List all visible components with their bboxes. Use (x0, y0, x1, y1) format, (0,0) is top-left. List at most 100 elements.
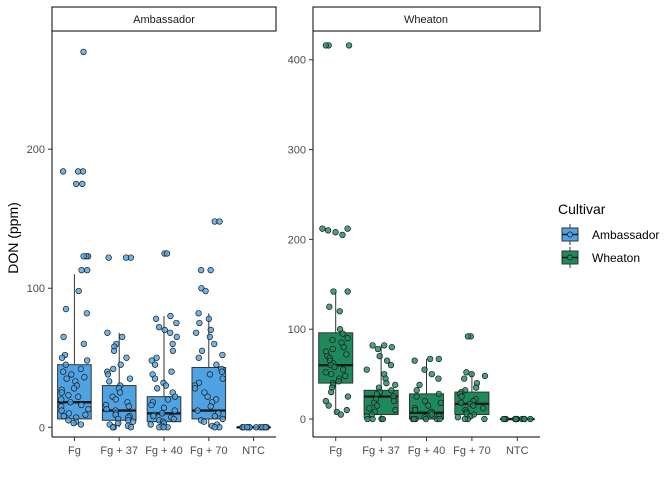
point-ambassador-fg-37 (116, 389, 124, 396)
point-ambassador-fg-70 (204, 393, 211, 400)
point-ambassador-fg-70 (219, 351, 226, 359)
point-ambassador-fg-40 (158, 410, 166, 417)
panel-wheaton: Wheaton 0 100 200 300 400 Fg Fg + 37 Fg + 40 Fg… (288, 6, 541, 457)
point-ambassador-fg-70 (206, 371, 214, 378)
point-wheaton-fg-40 (425, 402, 432, 409)
point-wheaton-fg (339, 366, 347, 373)
point-ambassador-fg-40 (154, 385, 161, 392)
point-ambassador-fg (58, 389, 65, 396)
point-wheaton-fg-40 (426, 355, 434, 363)
point-wheaton-fg-70 (468, 370, 475, 378)
points-wheaton-fg-40 (409, 355, 445, 423)
points-ambassador-fg-40 (147, 250, 180, 431)
point-ambassador-fg (80, 253, 87, 260)
point-ambassador-fg-70 (200, 418, 208, 425)
point-ambassador-fg-40 (171, 393, 179, 400)
point-wheaton-fg-37 (387, 361, 395, 369)
strip-wheaton (312, 6, 541, 32)
point-ambassador-fg-70 (198, 347, 206, 354)
point-ambassador-fg (58, 396, 65, 403)
point-ambassador-fg-37 (117, 361, 124, 368)
point-wheaton-fg (336, 326, 344, 333)
point-wheaton-fg (339, 330, 346, 337)
point-wheaton-fg (342, 372, 349, 380)
point-ambassador-fg (62, 361, 69, 368)
point-wheaton-fg-70 (461, 375, 468, 382)
y-tick-label-wheaton-0: 0 (300, 414, 306, 426)
point-ambassador-fg-37 (109, 424, 117, 431)
point-wheaton-fg-37 (388, 387, 395, 394)
point-wheaton-fg-40 (421, 397, 429, 405)
points-ambassador-ntc (239, 424, 270, 431)
point-ambassador-fg-37 (119, 333, 126, 341)
point-ambassador-fg-70 (202, 287, 209, 295)
points-wheaton-fg (319, 42, 353, 418)
point-wheaton-fg-37 (379, 415, 387, 423)
point-ambassador-fg-70 (213, 361, 220, 368)
point-wheaton-fg-37 (392, 406, 399, 414)
y-tick-label-ambassador-100: 100 (27, 283, 45, 295)
point-ambassador-fg-40 (153, 354, 160, 361)
point-ambassador-fg-40 (173, 319, 180, 327)
point-ambassador-fg-37 (127, 424, 135, 431)
point-ambassador-fg (67, 399, 74, 406)
point-wheaton-fg-70 (461, 415, 469, 423)
point-ambassador-fg-40 (147, 421, 154, 428)
y-tick-label-ambassador-200: 200 (27, 144, 45, 156)
x-tick-label-ambassador-fg-40: Fg + 40 (145, 445, 183, 457)
point-ambassador-fg-70 (218, 368, 226, 375)
x-tick-label-wheaton-ntc: NTC (506, 445, 529, 457)
point-wheaton-fg-37 (369, 342, 376, 349)
point-ambassador-fg (60, 412, 67, 420)
point-ambassador-fg-40 (148, 401, 155, 409)
point-ambassador-fg (84, 267, 91, 274)
point-ambassador-fg-70 (211, 340, 218, 347)
point-wheaton-fg (344, 288, 351, 295)
point-ambassador-fg (73, 180, 80, 188)
point-ambassador-fg (83, 357, 91, 364)
point-wheaton-fg-37 (383, 357, 391, 364)
point-ambassador-fg (78, 401, 85, 409)
point-wheaton-ntc (527, 415, 534, 423)
x-tick-label-ambassador-fg-37: Fg + 37 (100, 445, 138, 457)
point-ambassador-fg (83, 310, 90, 317)
point-wheaton-fg (344, 335, 351, 342)
point-ambassador-fg-37 (129, 418, 137, 425)
point-wheaton-fg-37 (392, 381, 399, 389)
point-ambassador-fg (65, 417, 72, 424)
point-wheaton-fg-40 (435, 390, 442, 398)
point-ambassador-fg-70 (196, 319, 203, 327)
point-ambassador-fg (80, 48, 87, 56)
point-wheaton-fg-37 (363, 366, 370, 373)
point-ambassador-fg-37 (106, 378, 113, 385)
point-ambassador-fg (78, 267, 85, 274)
strip-ambassador (51, 6, 277, 32)
point-wheaton-fg-37 (374, 345, 382, 353)
point-ambassador-fg-70 (194, 407, 201, 414)
y-axis-title: DON (ppm) (5, 202, 21, 274)
point-wheaton-fg (343, 406, 350, 414)
legend-title: Cultivar (558, 201, 606, 217)
point-wheaton-fg (331, 363, 338, 371)
point-wheaton-fg-37 (373, 390, 380, 398)
point-ambassador-fg (59, 168, 67, 175)
point-wheaton-fg-70 (454, 414, 462, 421)
point-ambassador-fg (70, 419, 77, 427)
point-wheaton-fg (322, 42, 329, 49)
point-ambassador-fg (77, 365, 85, 373)
point-ambassador-fg (75, 287, 82, 295)
point-wheaton-fg-70 (472, 384, 480, 391)
point-wheaton-fg-37 (390, 397, 398, 405)
point-ambassador-fg-37 (115, 419, 122, 427)
point-ambassador-fg (60, 368, 67, 375)
legend-key-point-ambassador (567, 231, 573, 238)
y-tick-label-ambassador-0: 0 (39, 422, 45, 434)
point-ambassador-fg (77, 421, 85, 428)
point-ambassador-ntc (244, 424, 251, 431)
point-wheaton-fg (335, 378, 342, 385)
point-ambassador-fg-70 (193, 329, 200, 336)
point-ambassador-fg-37 (103, 406, 110, 413)
point-wheaton-fg (343, 351, 350, 358)
x-tick-label-ambassador-ntc: NTC (242, 445, 265, 457)
